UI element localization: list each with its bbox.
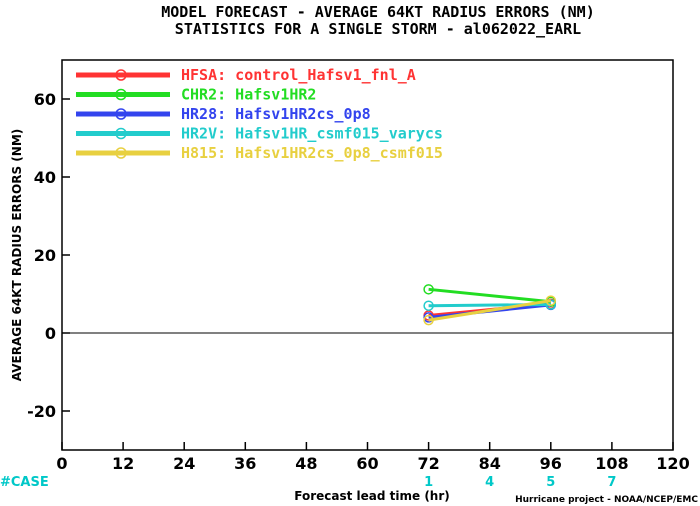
legend-entry-h815: H815: Hafsv1HR2cs_0p8_csmf015 <box>181 144 443 162</box>
case-count: 4 <box>485 475 494 490</box>
case-label: #CASE <box>0 475 49 490</box>
y-tick-label: -20 <box>27 402 56 421</box>
x-axis-label: Forecast lead time (hr) <box>294 489 450 503</box>
x-tick-label: 72 <box>417 454 439 473</box>
data-point-hr2v <box>545 299 557 310</box>
legend-entry-hfsa: HFSA: control_Hafsv1_fnl_A <box>181 66 416 84</box>
x-tick-label: 24 <box>173 454 195 473</box>
legend-entry-chr2: CHR2: Hafsv1HR2 <box>181 86 316 104</box>
x-tick-label: 12 <box>112 454 134 473</box>
y-axis-label: AVERAGE 64KT RADIUS ERRORS (NM) <box>10 129 24 381</box>
chart-subtitle: STATISTICS FOR A SINGLE STORM - al062022… <box>175 20 581 38</box>
case-count: 1 <box>424 475 433 490</box>
chart-title: MODEL FORECAST - AVERAGE 64KT RADIUS ERR… <box>161 3 594 21</box>
series-line-h815 <box>428 299 552 322</box>
legend-marker <box>115 69 127 81</box>
x-tick-label: 108 <box>595 454 628 473</box>
x-tick-label: 0 <box>56 454 67 473</box>
case-count: 5 <box>546 475 555 490</box>
case-count: 7 <box>607 475 616 490</box>
data-point-h815 <box>423 314 434 326</box>
legend-marker <box>115 147 127 159</box>
x-tick-label: 84 <box>479 454 501 473</box>
legend-marker <box>115 108 127 120</box>
x-tick-label: 36 <box>234 454 256 473</box>
legend-entry-hr2v: HR2V: Hafsv1HR_csmf015_varycs <box>181 125 443 143</box>
data-point-hr28 <box>423 312 434 323</box>
data-point-chr2 <box>423 284 434 295</box>
series-line-chr2 <box>428 287 551 304</box>
credit-text: Hurricane project - NOAA/NCEP/EMC <box>515 495 698 505</box>
x-tick-label: 120 <box>656 454 689 473</box>
x-tick-label: 48 <box>295 454 317 473</box>
legend-marker <box>115 127 127 140</box>
y-tick-label: 60 <box>34 90 56 109</box>
y-tick-label: 40 <box>34 168 56 187</box>
y-tick-label: 0 <box>45 324 56 343</box>
data-point-h815 <box>545 295 557 306</box>
x-tick-label: 96 <box>540 454 562 473</box>
legend-marker <box>115 88 127 101</box>
y-tick-label: 20 <box>34 246 56 265</box>
x-tick-label: 60 <box>356 454 378 473</box>
data-point-hr2v <box>423 300 434 311</box>
legend-entry-hr28: HR28: Hafsv1HR2cs_0p8 <box>181 105 371 123</box>
